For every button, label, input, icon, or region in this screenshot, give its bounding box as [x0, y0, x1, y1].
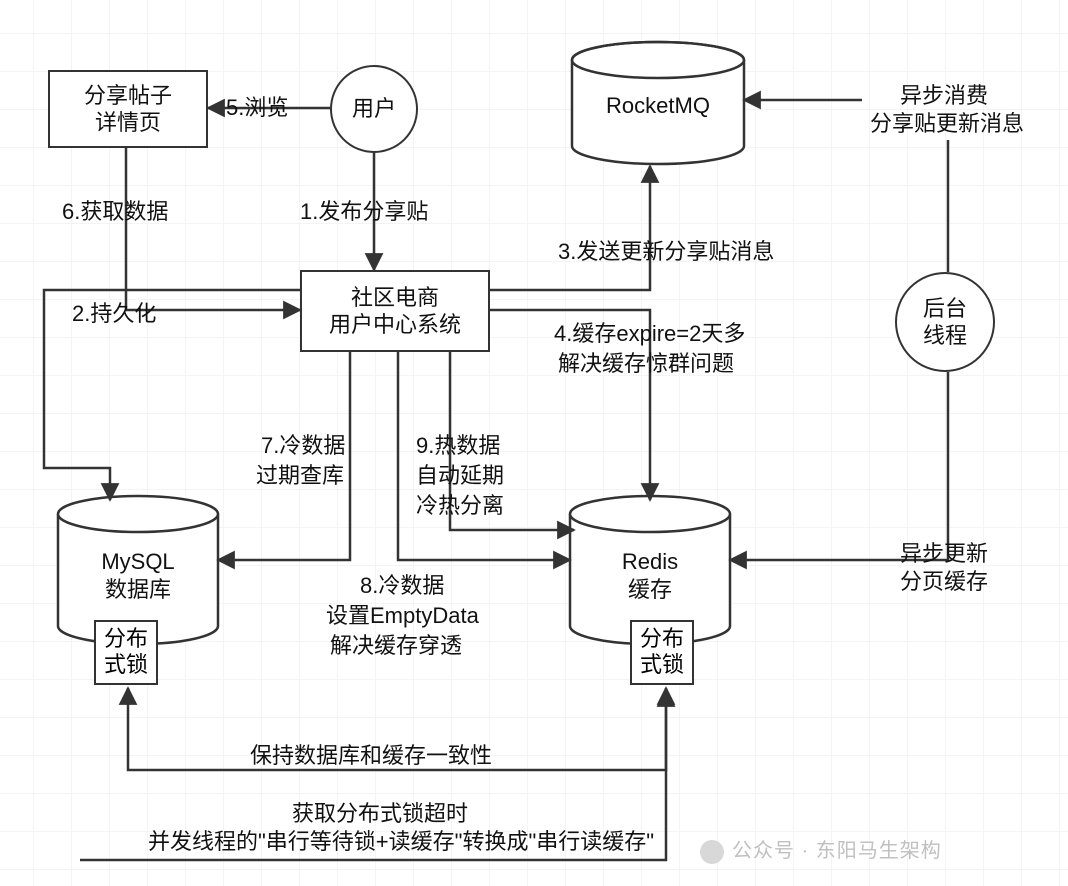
- watermark-text: 公众号 · 东阳马生架构: [732, 840, 942, 862]
- label-7a: 7.冷数据: [261, 432, 345, 461]
- node-backend-thread: 后台 线程: [895, 272, 995, 372]
- redis-label: Redis 缓存: [570, 548, 730, 603]
- label-3: 3.发送更新分享贴消息: [558, 238, 774, 267]
- backend-line2: 线程: [923, 322, 967, 350]
- center-line2: 用户中心系统: [329, 311, 461, 339]
- label-5: 5.浏览: [226, 94, 288, 123]
- edge-detail-to-center: [126, 148, 300, 310]
- redis-lock-box: 分布 式锁: [630, 620, 694, 685]
- backend-line1: 后台: [923, 295, 967, 323]
- label-bottom-b: 并发线程的"串行等待锁+读缓存"转换成"串行读缓存": [148, 828, 654, 857]
- share-detail-line2: 详情页: [95, 109, 161, 137]
- mysql-label: MySQL 数据库: [58, 548, 218, 603]
- label-4b: 解决缓存惊群问题: [558, 350, 734, 379]
- label-8a: 8.冷数据: [360, 572, 444, 601]
- label-4a: 4.缓存expire=2天多: [554, 320, 745, 349]
- label-8b: 设置EmptyData: [326, 602, 479, 631]
- watermark: 公众号 · 东阳马生架构: [700, 834, 942, 864]
- node-center-system: 社区电商 用户中心系统: [300, 270, 490, 352]
- label-6: 6.获取数据: [62, 198, 168, 227]
- mysql-lock-box: 分布 式锁: [94, 620, 158, 685]
- label-9c: 冷热分离: [416, 492, 504, 521]
- label-async-consume-b: 分享贴更新消息: [870, 110, 1024, 139]
- node-share-detail: 分享帖子 详情页: [48, 70, 208, 148]
- label-async-consume-a: 异步消费: [900, 82, 988, 111]
- diagram-canvas: 分享帖子 详情页 用户 RocketMQ 社区电商 用户中心系统 后台 线程 M…: [0, 0, 1068, 886]
- wechat-icon: [700, 840, 724, 864]
- label-9b: 自动延期: [416, 462, 504, 491]
- node-user: 用户: [330, 65, 418, 153]
- label-async-update-a: 异步更新: [900, 540, 988, 569]
- label-9a: 9.热数据: [416, 432, 500, 461]
- label-consistency: 保持数据库和缓存一致性: [250, 742, 492, 771]
- label-8c: 解决缓存穿透: [330, 632, 462, 661]
- user-label: 用户: [352, 95, 396, 123]
- label-7b: 过期查库: [256, 462, 344, 491]
- center-line1: 社区电商: [351, 284, 439, 312]
- share-detail-line1: 分享帖子: [84, 82, 172, 110]
- label-1: 1.发布分享贴: [300, 198, 428, 227]
- label-bottom-a: 获取分布式锁超时: [292, 800, 468, 829]
- rocketmq-label: RocketMQ: [572, 92, 744, 120]
- label-async-update-b: 分页缓存: [900, 568, 988, 597]
- edge-backend-to-redis: [730, 372, 948, 560]
- label-2: 2.持久化: [72, 300, 156, 329]
- edge-center-to-rocketmq: [490, 166, 650, 290]
